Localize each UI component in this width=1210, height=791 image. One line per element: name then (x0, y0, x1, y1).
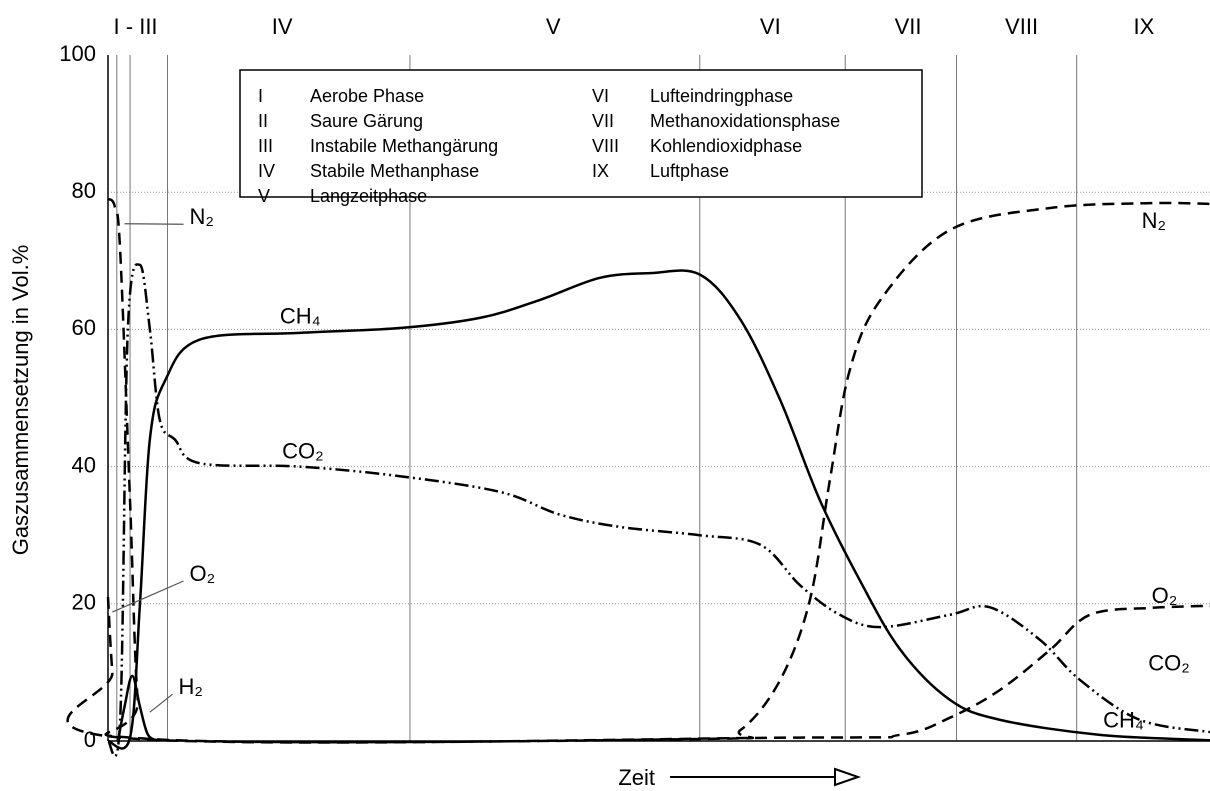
legend-code: V (258, 186, 270, 206)
legend-name: Langzeitphase (310, 186, 427, 206)
annotation: CH₄ (280, 304, 321, 329)
legend-code: VI (592, 86, 609, 106)
phase-label: IV (272, 14, 293, 39)
y-tick-label: 0 (84, 727, 96, 752)
legend-name: Methanoxidationsphase (650, 111, 840, 131)
y-tick-label: 80 (72, 178, 96, 203)
series-line (104, 197, 1210, 744)
phase-label: VI (760, 14, 781, 39)
legend-name: Aerobe Phase (310, 86, 424, 106)
legend-code: III (258, 136, 273, 156)
phase-label: IX (1133, 14, 1154, 39)
time-arrow-head (834, 767, 862, 787)
legend-name: Kohlendioxidphase (650, 136, 802, 156)
annotation: CO₂ (1148, 651, 1190, 676)
legend-name: Instabile Methangärung (310, 136, 498, 156)
y-tick-label: 60 (72, 315, 96, 340)
y-tick-label: 40 (72, 452, 96, 477)
x-axis-label: Zeit (618, 765, 655, 790)
phase-label: VIII (1005, 14, 1038, 39)
legend-box (239, 69, 923, 198)
series-line (116, 674, 159, 743)
y-tick-label: 20 (72, 590, 96, 615)
phase-label: I - III (114, 14, 158, 39)
annotation: H₂ (179, 674, 203, 699)
legend-code: IV (258, 161, 275, 181)
legend-name: Luftphase (650, 161, 729, 181)
annotation: O₂ (1152, 583, 1178, 608)
annotation-leader (149, 693, 173, 713)
y-axis-label: Gaszusammensetzung in Vol.% (8, 245, 33, 556)
annotation: CO₂ (282, 439, 324, 464)
legend-name: Saure Gärung (310, 111, 423, 131)
legend-code: VIII (592, 136, 619, 156)
legend-code: VII (592, 111, 614, 131)
series-line (106, 263, 1210, 758)
annotation-leader (112, 580, 184, 613)
legend-code: IX (592, 161, 609, 181)
series-line (66, 596, 1210, 744)
phase-label: VII (895, 14, 922, 39)
legend-name: Lufteindringphase (650, 86, 793, 106)
phase-legend: I Aerobe Phase II Saure Gärung III Instabile … (239, 69, 923, 206)
phase-label: V (546, 14, 561, 39)
annotation: O₂ (190, 561, 216, 586)
legend-code: I (258, 86, 263, 106)
annotation: N₂ (190, 204, 214, 229)
legend-name: Stabile Methanphase (310, 161, 479, 181)
annotation: N₂ (1142, 208, 1166, 233)
legend-code: II (258, 111, 268, 131)
series-line (107, 269, 1210, 750)
annotation-leader (124, 223, 184, 225)
y-tick-label: 100 (59, 41, 96, 66)
annotation: CH₄ (1103, 708, 1144, 733)
